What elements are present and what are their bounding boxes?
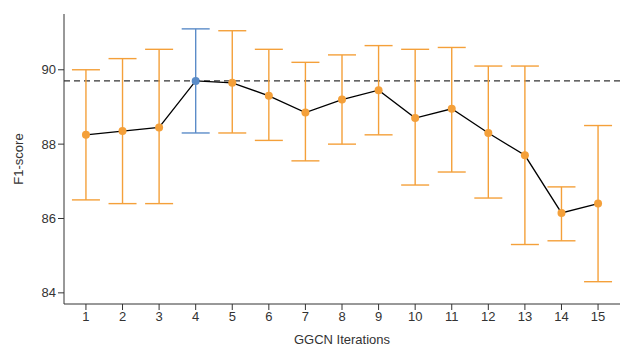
svg-text:15: 15 xyxy=(591,309,605,324)
svg-text:13: 13 xyxy=(518,309,532,324)
svg-text:8: 8 xyxy=(338,309,345,324)
svg-text:12: 12 xyxy=(481,309,495,324)
svg-text:5: 5 xyxy=(229,309,236,324)
svg-text:2: 2 xyxy=(119,309,126,324)
svg-text:4: 4 xyxy=(192,309,199,324)
svg-text:11: 11 xyxy=(445,309,459,324)
svg-text:7: 7 xyxy=(302,309,309,324)
svg-text:90: 90 xyxy=(42,62,56,77)
svg-text:1: 1 xyxy=(82,309,89,324)
svg-text:3: 3 xyxy=(155,309,162,324)
svg-text:84: 84 xyxy=(42,285,56,300)
svg-text:86: 86 xyxy=(42,211,56,226)
svg-text:10: 10 xyxy=(408,309,422,324)
svg-text:GGCN Iterations: GGCN Iterations xyxy=(294,332,391,347)
svg-text:88: 88 xyxy=(42,137,56,152)
svg-text:14: 14 xyxy=(554,309,568,324)
svg-text:9: 9 xyxy=(375,309,382,324)
svg-text:F1-score: F1-score xyxy=(11,133,26,184)
svg-text:6: 6 xyxy=(265,309,272,324)
